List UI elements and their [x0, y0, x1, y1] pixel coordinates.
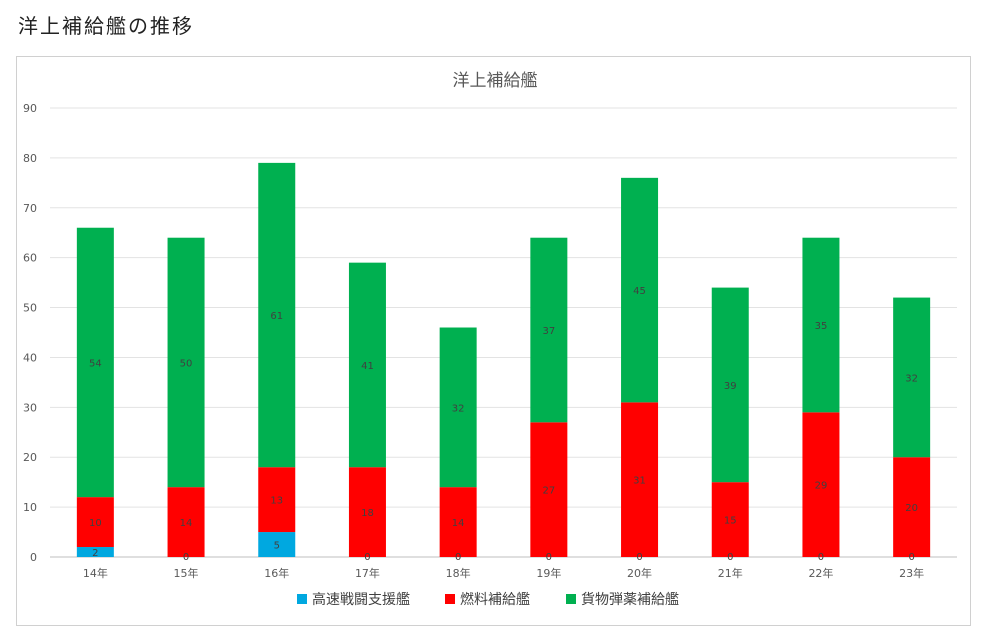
bar-segment: [711, 287, 749, 483]
bar-segment: [802, 237, 840, 413]
y-tick-label: 70: [23, 202, 37, 215]
legend-label: 燃料補給艦: [460, 591, 530, 608]
y-tick-label: 80: [23, 152, 37, 165]
bar-segment: [348, 262, 386, 468]
data-label: 50: [180, 358, 193, 369]
data-label: 41: [361, 361, 374, 372]
data-label: 0: [183, 552, 189, 563]
x-tick-label: 15年: [174, 566, 199, 580]
data-label: 27: [542, 486, 555, 497]
bar-segment: [167, 487, 205, 557]
data-label: 37: [542, 326, 555, 337]
bar-segment: [621, 177, 659, 403]
x-tick-label: 21年: [718, 566, 743, 580]
legend-label: 高速戦闘支援艦: [312, 591, 410, 608]
bar-segment: [530, 422, 568, 557]
data-label: 32: [905, 373, 918, 384]
x-tick-label: 17年: [355, 566, 380, 580]
data-label: 13: [270, 496, 283, 507]
bars: [76, 162, 931, 557]
data-label: 45: [633, 286, 646, 297]
x-tick-label: 18年: [446, 566, 471, 580]
data-label: 14: [452, 518, 465, 529]
bar-segment: [258, 467, 296, 533]
y-tick-label: 20: [23, 451, 37, 464]
y-tick-label: 10: [23, 501, 37, 514]
bar-segment: [76, 497, 114, 548]
data-label: 0: [818, 552, 824, 563]
legend-swatch: [445, 594, 455, 604]
bar-segment: [348, 467, 386, 557]
legend-swatch: [566, 594, 576, 604]
data-label: 31: [633, 476, 646, 487]
y-tick-label: 90: [23, 102, 37, 115]
x-tick-label: 14年: [83, 566, 108, 580]
y-tick-label: 30: [23, 401, 37, 414]
x-tick-label: 20年: [627, 566, 652, 580]
bar-segment: [893, 457, 931, 557]
data-label: 61: [270, 311, 283, 322]
x-tick-label: 23年: [899, 566, 924, 580]
bar-segment: [439, 487, 477, 557]
data-label: 32: [452, 403, 465, 414]
bar-segment: [530, 237, 568, 423]
data-label: 0: [546, 552, 552, 563]
data-label: 18: [361, 508, 374, 519]
y-tick-label: 40: [23, 351, 37, 364]
data-labels: 2 10 54 0 14 50 5 13 61 0 18 41 0 14 32 0 27 37 0 31 45 0 15 39…: [89, 286, 918, 563]
y-tick-label: 0: [30, 551, 37, 564]
data-label: 20: [905, 503, 918, 514]
stacked-bar-chart: 0 10 20 30 40 50 60 70 80 90 2 10 54 0 14 50 5 13 61 0 18 41…: [23, 71, 957, 608]
data-label: 2: [92, 548, 98, 559]
data-label: 5: [274, 541, 280, 552]
chart-frame: 0 10 20 30 40 50 60 70 80 90 2 10 54 0 14 50 5 13 61 0 18 41…: [16, 56, 971, 626]
bar-segment: [76, 227, 114, 498]
data-label: 10: [89, 518, 102, 529]
data-label: 0: [727, 552, 733, 563]
bar-segment: [258, 532, 296, 557]
y-axis: 0 10 20 30 40 50 60 70 80 90: [23, 102, 37, 564]
legend-swatch: [297, 594, 307, 604]
legend: 高速戦闘支援艦 燃料補給艦 貨物弾薬補給艦: [297, 591, 679, 608]
data-label: 0: [364, 552, 370, 563]
x-tick-label: 16年: [264, 566, 289, 580]
data-label: 0: [636, 552, 642, 563]
data-label: 15: [724, 516, 737, 527]
bar-segment: [802, 412, 840, 557]
data-label: 0: [908, 552, 914, 563]
x-tick-label: 22年: [808, 566, 833, 580]
data-label: 35: [815, 321, 828, 332]
bar-segment: [76, 547, 114, 557]
data-label: 29: [815, 481, 828, 492]
bar-segment: [621, 402, 659, 557]
bar-segment: [711, 482, 749, 557]
bar-segment: [258, 162, 296, 468]
x-tick-label: 19年: [536, 566, 561, 580]
bar-segment: [167, 237, 205, 488]
bar-segment: [439, 327, 477, 488]
chart-title: 洋上補給艦: [453, 71, 538, 91]
y-tick-label: 60: [23, 252, 37, 265]
page-title: 洋上補給艦の推移: [18, 14, 194, 38]
data-label: 0: [455, 552, 461, 563]
legend-label: 貨物弾薬補給艦: [581, 591, 679, 608]
data-label: 54: [89, 358, 102, 369]
data-label: 39: [724, 381, 737, 392]
x-axis: 14年 15年 16年 17年 18年 19年 20年 21年 22年 23年: [83, 566, 924, 580]
bar-segment: [893, 297, 931, 458]
y-tick-label: 50: [23, 302, 37, 315]
data-label: 14: [180, 518, 193, 529]
